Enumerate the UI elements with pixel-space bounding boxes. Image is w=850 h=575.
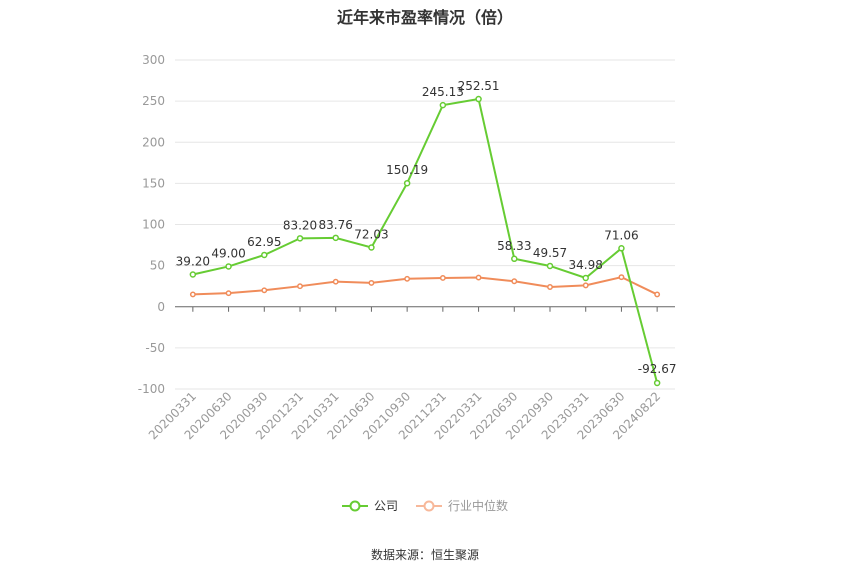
data-label: 245.13 [422, 85, 464, 99]
data-label: 72.03 [354, 228, 388, 242]
grid-lines [175, 59, 675, 390]
legend-item-industry[interactable]: 行业中位数 [416, 497, 508, 514]
series-line-industry [192, 276, 658, 296]
legend-industry-icon [416, 500, 442, 511]
data-point-company [368, 244, 375, 251]
data-point-industry [368, 279, 375, 286]
y-tick-label: 0 [157, 300, 165, 314]
data-point-company [439, 101, 447, 109]
data-point-industry [261, 287, 268, 294]
y-tick-label: 200 [142, 135, 165, 149]
data-label: 83.20 [283, 218, 317, 232]
data-point-industry [475, 274, 482, 281]
data-point-industry [654, 291, 661, 298]
y-tick-label: -100 [138, 382, 165, 396]
data-point-company [582, 274, 589, 282]
data-label: -92.67 [638, 362, 677, 376]
legend-item-company[interactable]: 公司 [341, 497, 398, 514]
data-point-industry [582, 282, 589, 289]
data-label: 71.06 [604, 228, 638, 242]
legend: 公司 行业中位数 [0, 497, 850, 514]
y-tick-label: 300 [142, 53, 165, 67]
data-point-industry [511, 278, 518, 285]
data-point-industry [332, 278, 339, 285]
data-label: 58.33 [497, 239, 531, 253]
y-tick-label: 150 [142, 176, 165, 190]
data-point-industry [547, 284, 553, 290]
data-point-industry [225, 290, 232, 297]
series-line-company [192, 97, 659, 384]
y-tick-label: 250 [142, 94, 165, 108]
data-label: 34.98 [569, 258, 603, 272]
data-label: 62.95 [247, 235, 281, 249]
data-point-industry [439, 275, 446, 281]
legend-industry-label: 行业中位数 [448, 499, 509, 513]
data-point-industry [297, 283, 303, 290]
y-tick-label: 50 [150, 259, 165, 273]
data-point-company [332, 234, 339, 242]
data-source: 数据来源：恒生聚源 [370, 548, 479, 562]
data-point-company [189, 271, 197, 278]
y-tick-label: -50 [145, 341, 165, 355]
data-label: 49.00 [211, 246, 245, 260]
data-point-company [511, 255, 518, 263]
series-lines [189, 95, 661, 387]
data-point-company [296, 235, 304, 242]
chart-title: 近年来市盈率情况（倍） [336, 8, 513, 27]
data-label: 49.57 [533, 246, 567, 260]
data-point-company [403, 179, 411, 187]
data-point-company [653, 379, 661, 387]
data-point-industry [404, 275, 411, 282]
data-point-company [225, 263, 232, 270]
data-label: 150.19 [386, 163, 428, 177]
data-point-company [261, 251, 268, 259]
data-label: 252.51 [458, 79, 500, 93]
y-tick-label: 100 [142, 218, 165, 232]
data-point-company [546, 262, 554, 270]
data-point-company [618, 245, 625, 252]
data-point-industry [189, 291, 196, 298]
data-point-company [475, 95, 482, 103]
data-label: 83.76 [319, 218, 353, 232]
data-label: 39.20 [176, 255, 210, 269]
data-point-industry [618, 274, 625, 281]
legend-company-label: 公司 [373, 499, 398, 513]
legend-company-icon [341, 500, 368, 511]
